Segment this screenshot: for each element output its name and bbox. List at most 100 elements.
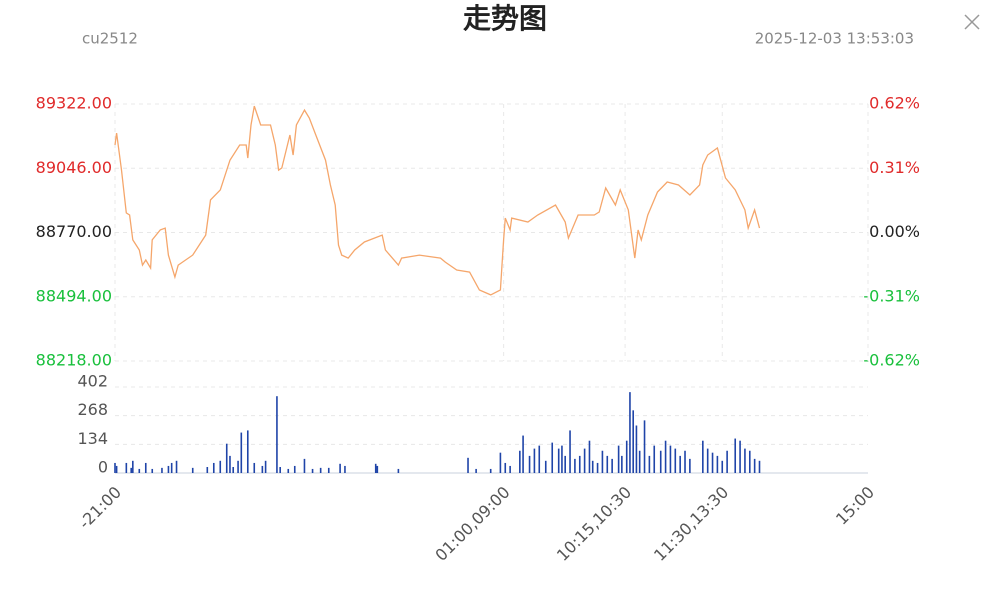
volume-bar: [648, 455, 651, 473]
volume-bar: [191, 467, 194, 473]
volume-bar: [638, 450, 641, 473]
y-tick-label: 402: [77, 372, 108, 391]
volume-bar: [578, 455, 581, 473]
close-button[interactable]: [964, 14, 980, 30]
x-tick-label: 01:00,09:00: [431, 483, 513, 565]
volume-bar: [617, 445, 620, 473]
volume-bar: [114, 462, 116, 473]
y-tick-label: 0: [98, 458, 108, 477]
volume-bar: [669, 445, 672, 473]
volume-bar: [711, 452, 714, 473]
volume-bar: [557, 448, 560, 473]
volume-bar: [170, 462, 173, 473]
volume-bar: [659, 450, 662, 473]
volume-bar: [606, 455, 609, 473]
volume-bar: [538, 445, 541, 473]
volume-bar: [551, 442, 554, 473]
volume-bar: [225, 443, 228, 473]
volume-bar: [509, 465, 511, 473]
volume-bar: [499, 452, 502, 473]
volume-bar: [522, 435, 524, 473]
volume-bar: [339, 463, 341, 473]
x-tick-label: 15:00: [832, 483, 878, 529]
y2-tick-label: 0.31%: [869, 158, 920, 177]
volume-bar: [583, 448, 586, 473]
volume-bar: [311, 468, 314, 473]
volume-bar: [679, 455, 681, 473]
volume-bar: [689, 458, 691, 473]
volume-bar: [533, 448, 536, 473]
volume-bar: [726, 450, 728, 473]
x-tick-label: 10:15,10:30: [553, 483, 635, 565]
volume-bar: [279, 467, 281, 473]
volume-bar: [376, 465, 379, 473]
volume-bar: [716, 455, 719, 473]
volume-bar: [276, 396, 278, 473]
volume-bar: [151, 468, 154, 473]
volume-bar: [287, 468, 290, 473]
volume-bar: [504, 462, 507, 473]
volume-bar: [167, 465, 170, 473]
y-tick-label: 89046.00: [36, 158, 112, 177]
volume-bar: [753, 458, 756, 473]
volume-bar: [625, 440, 628, 473]
x-tick-label: -21:00: [75, 483, 125, 533]
volume-bar: [138, 468, 141, 473]
volume-bar: [621, 455, 623, 473]
volume-bar: [344, 465, 346, 473]
volume-bar: [561, 445, 563, 473]
volume-bar: [674, 448, 677, 473]
volume-bar: [261, 465, 264, 473]
y-tick-label: 88770.00: [36, 222, 112, 241]
volume-bar: [130, 467, 132, 473]
volume-bar: [702, 440, 704, 473]
volume-bar: [264, 460, 267, 473]
volume-bar: [528, 455, 531, 473]
volume-bar: [303, 458, 306, 473]
volume-bar: [739, 440, 741, 473]
volume-bar: [601, 450, 604, 473]
volume-bar: [219, 460, 222, 473]
title: 走势图: [463, 2, 547, 35]
volume-bar: [664, 440, 667, 473]
volume-bar: [489, 468, 492, 473]
volume-bar: [175, 460, 178, 473]
volume-bar: [144, 462, 147, 473]
symbol: cu2512: [82, 30, 138, 48]
volume-bar: [635, 425, 638, 473]
volume-bar: [653, 445, 656, 473]
volume-bar: [758, 460, 761, 473]
y-tick-label: 134: [77, 429, 108, 448]
volume-bar: [643, 420, 646, 473]
y-tick-label: 88218.00: [36, 351, 112, 370]
volume-bar: [237, 460, 239, 473]
volume-bar: [125, 462, 128, 473]
volume-bar: [632, 410, 634, 473]
volume-bar: [212, 462, 215, 473]
volume-bar: [564, 455, 566, 473]
volume-bar: [293, 465, 296, 473]
y2-tick-label: -0.62%: [863, 351, 920, 370]
volume-bar: [721, 460, 724, 473]
volume-bar: [569, 430, 571, 473]
timestamp: 2025-12-03 13:53:03: [755, 30, 914, 48]
volume-bar: [744, 448, 746, 473]
volume-bar: [397, 468, 400, 473]
volume-bar: [475, 468, 477, 473]
volume-bar: [591, 460, 594, 473]
volume-bar: [232, 467, 235, 473]
volume-bar: [596, 462, 599, 473]
price-line: [114, 105, 761, 296]
volume-bar: [519, 450, 521, 473]
volume-bar: [588, 440, 591, 473]
volume-bar: [253, 462, 256, 473]
y-tick-label: 88494.00: [36, 286, 112, 305]
volume-bar: [629, 392, 631, 473]
volume-bar: [706, 448, 709, 473]
volume-bar: [734, 438, 737, 473]
volume-bar: [115, 465, 118, 473]
volume-bar: [467, 457, 469, 473]
y-tick-label: 89322.00: [36, 94, 112, 113]
volume-bar: [240, 432, 243, 473]
